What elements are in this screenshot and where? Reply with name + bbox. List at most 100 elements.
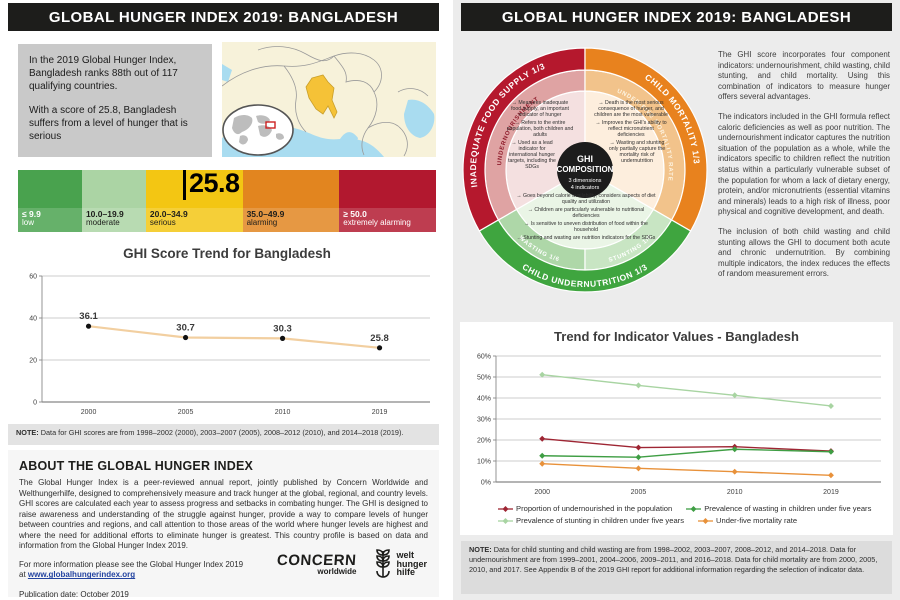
summary-box: In the 2019 Global Hunger Index, Banglad… (18, 44, 212, 157)
center-line3: 3 dimensions (569, 178, 602, 184)
scale-category: alarming (246, 218, 278, 228)
center-line4: 4 indicators (571, 185, 600, 191)
scale-segment-fill (243, 170, 340, 208)
svg-text:20: 20 (29, 358, 37, 365)
ghi-website-link[interactable]: www.globalhungerindex.org (27, 570, 136, 580)
svg-text:30.3: 30.3 (273, 323, 292, 334)
indicator-trend-chart: 0% 10% 20% 30% 40% 50% 60% 2000 2005 2010 2019 (477, 354, 881, 496)
svg-text:0: 0 (33, 400, 37, 407)
legend-row: Prevalence of stunting in children under… (498, 516, 889, 525)
svg-text:36.1: 36.1 (79, 311, 98, 322)
concern-logo-sub: worldwide (317, 567, 357, 576)
arrow-icon: → (511, 139, 517, 146)
scale-category: serious (149, 218, 176, 228)
more-info-at: at (19, 570, 28, 580)
summary-paragraph-rank: In the 2019 Global Hunger Index, Banglad… (29, 55, 178, 93)
concern-logo-name: CONCERN (276, 552, 358, 569)
svg-text:60: 60 (29, 274, 37, 281)
scale-range: 10.0–19.9 (85, 209, 124, 219)
partner-logos: CONCERN worldwide welt hung (277, 549, 427, 579)
svg-text:2010: 2010 (727, 489, 743, 496)
svg-text:2000: 2000 (534, 489, 550, 496)
svg-text:25.8: 25.8 (370, 333, 389, 344)
scale-segment-band: ≤ 9.9 low (18, 208, 82, 232)
arrow-icon: → (524, 220, 530, 227)
composition-bullet: → Children are particularly vulnerable t… (527, 206, 645, 219)
right-note: NOTE: Data for child stunting and child … (461, 541, 892, 594)
composition-bullet: → Death is the most serious consequence … (594, 100, 668, 118)
map-bangladesh-shape (305, 74, 338, 119)
bangladesh-region-map (222, 42, 436, 157)
legend-label: Under-five mortality rate (716, 516, 798, 525)
scale-segment-serious: 20.0–34.9 serious (145, 170, 243, 232)
svg-text:30%: 30% (477, 417, 491, 424)
map-illustration (222, 42, 436, 157)
scale-category: low (22, 218, 35, 228)
legend-item: Proportion of undernourished in the popu… (498, 504, 672, 513)
legend-label: Prevalence of wasting in children under … (704, 504, 872, 513)
legend-label: Proportion of undernourished in the popu… (516, 504, 673, 513)
legend-marker-icon (498, 505, 513, 512)
scale-range: ≥ 50.0 (343, 209, 367, 219)
left-note-label: NOTE: (16, 428, 39, 437)
scale-segment-alarming: 35.0–49.9 alarming (242, 170, 340, 232)
explanation-paragraph-1: The GHI score incorporates four componen… (718, 50, 890, 102)
scale-range: ≤ 9.9 (22, 209, 41, 219)
chart2-legend: Proportion of undernourished in the popu… (498, 504, 889, 528)
composition-bullet: → Stunting and wasting are nutrition ind… (516, 234, 656, 241)
legend-marker-icon (498, 517, 513, 524)
indicator-trend-title: Trend for Indicator Values - Bangladesh (554, 329, 799, 344)
ghi-trend-chart: 0 20 40 60 2000 2005 2010 2019 36.1 30.7 30.3 25.8 (29, 274, 430, 416)
score-marker-line (183, 170, 186, 200)
composition-bullet: → Refers to the entire population, both … (506, 119, 574, 138)
child-mortality-bullets: → Death is the most serious consequence … (594, 100, 668, 167)
composition-bullet: → Improves the GHI's ability to reflect … (595, 119, 667, 138)
composition-bullet: → Used as a lead indicator for internati… (508, 139, 556, 170)
svg-text:2005: 2005 (631, 489, 647, 496)
undernourishment-bullets: → Measures inadequate food supply, an im… (506, 100, 574, 173)
scale-segment-extremely-alarming: ≥ 50.0 extremely alarming (339, 170, 436, 232)
svg-text:10%: 10% (477, 459, 491, 466)
welthungerhilfe-logo: welt hunger hilfe (373, 549, 427, 579)
child-undernutrition-bullets: → Goes beyond calorie availability, cons… (515, 193, 657, 244)
scale-segment-band: 35.0–49.9 alarming (242, 208, 340, 232)
scale-range: 20.0–34.9 (149, 209, 188, 219)
composition-center-circle (557, 142, 613, 198)
score-marker-value: 25.8 (189, 168, 240, 198)
map-inset-region-marker (265, 121, 276, 129)
center-line2: COMPOSITION (557, 165, 614, 174)
scale-segment-moderate: 10.0–19.9 moderate (81, 170, 146, 232)
arrow-icon: → (609, 139, 615, 146)
composition-bullet: → Is sensitive to uneven distribution of… (524, 220, 648, 233)
legend-label: Prevalence of stunting in children under… (516, 516, 685, 525)
explanation-paragraph-2: The indicators included in the GHI formu… (718, 111, 890, 217)
scale-segment-band: ≥ 50.0 extremely alarming (339, 208, 436, 232)
svg-text:50%: 50% (477, 375, 491, 382)
ghi-composition-diagram: INADEQUATE FOOD SUPPLY 1/3 CHILD MORTALI… (460, 45, 710, 295)
scale-segment-fill (82, 170, 146, 208)
right-note-label: NOTE: (469, 545, 492, 554)
arrow-icon: → (595, 119, 601, 126)
scale-segment-low: ≤ 9.9 low (18, 170, 82, 232)
center-line1: GHI (577, 154, 593, 164)
composition-donut: INADEQUATE FOOD SUPPLY 1/3 CHILD MORTALI… (462, 47, 708, 293)
arrow-icon: → (598, 100, 604, 106)
svg-text:2010: 2010 (275, 409, 291, 416)
arrow-icon: → (514, 119, 520, 126)
map-inset-globe (222, 104, 294, 156)
more-info-line: For more information please see the Glob… (19, 560, 269, 581)
arrow-icon: → (511, 100, 517, 106)
legend-marker-icon (686, 505, 702, 512)
left-note-text: Data for GHI scores are from 1998–2002 (… (40, 428, 404, 437)
left-note: NOTE: Data for GHI scores are from 1998–… (8, 424, 439, 445)
composition-bullet: → Wasting and stunting only partially ca… (608, 139, 666, 164)
concern-worldwide-logo: CONCERN worldwide (276, 552, 358, 576)
svg-text:60%: 60% (477, 354, 491, 361)
svg-text:2019: 2019 (372, 409, 388, 416)
svg-text:40: 40 (29, 316, 37, 323)
legend-item: Under-five mortality rate (698, 516, 797, 525)
ghi-trend-chart-title: GHI Score Trend for Bangladesh (123, 246, 331, 261)
composition-bullet: → Goes beyond calorie availability, cons… (516, 193, 656, 205)
legend-row: Proportion of undernourished in the popu… (498, 504, 889, 513)
svg-text:0%: 0% (481, 480, 491, 487)
